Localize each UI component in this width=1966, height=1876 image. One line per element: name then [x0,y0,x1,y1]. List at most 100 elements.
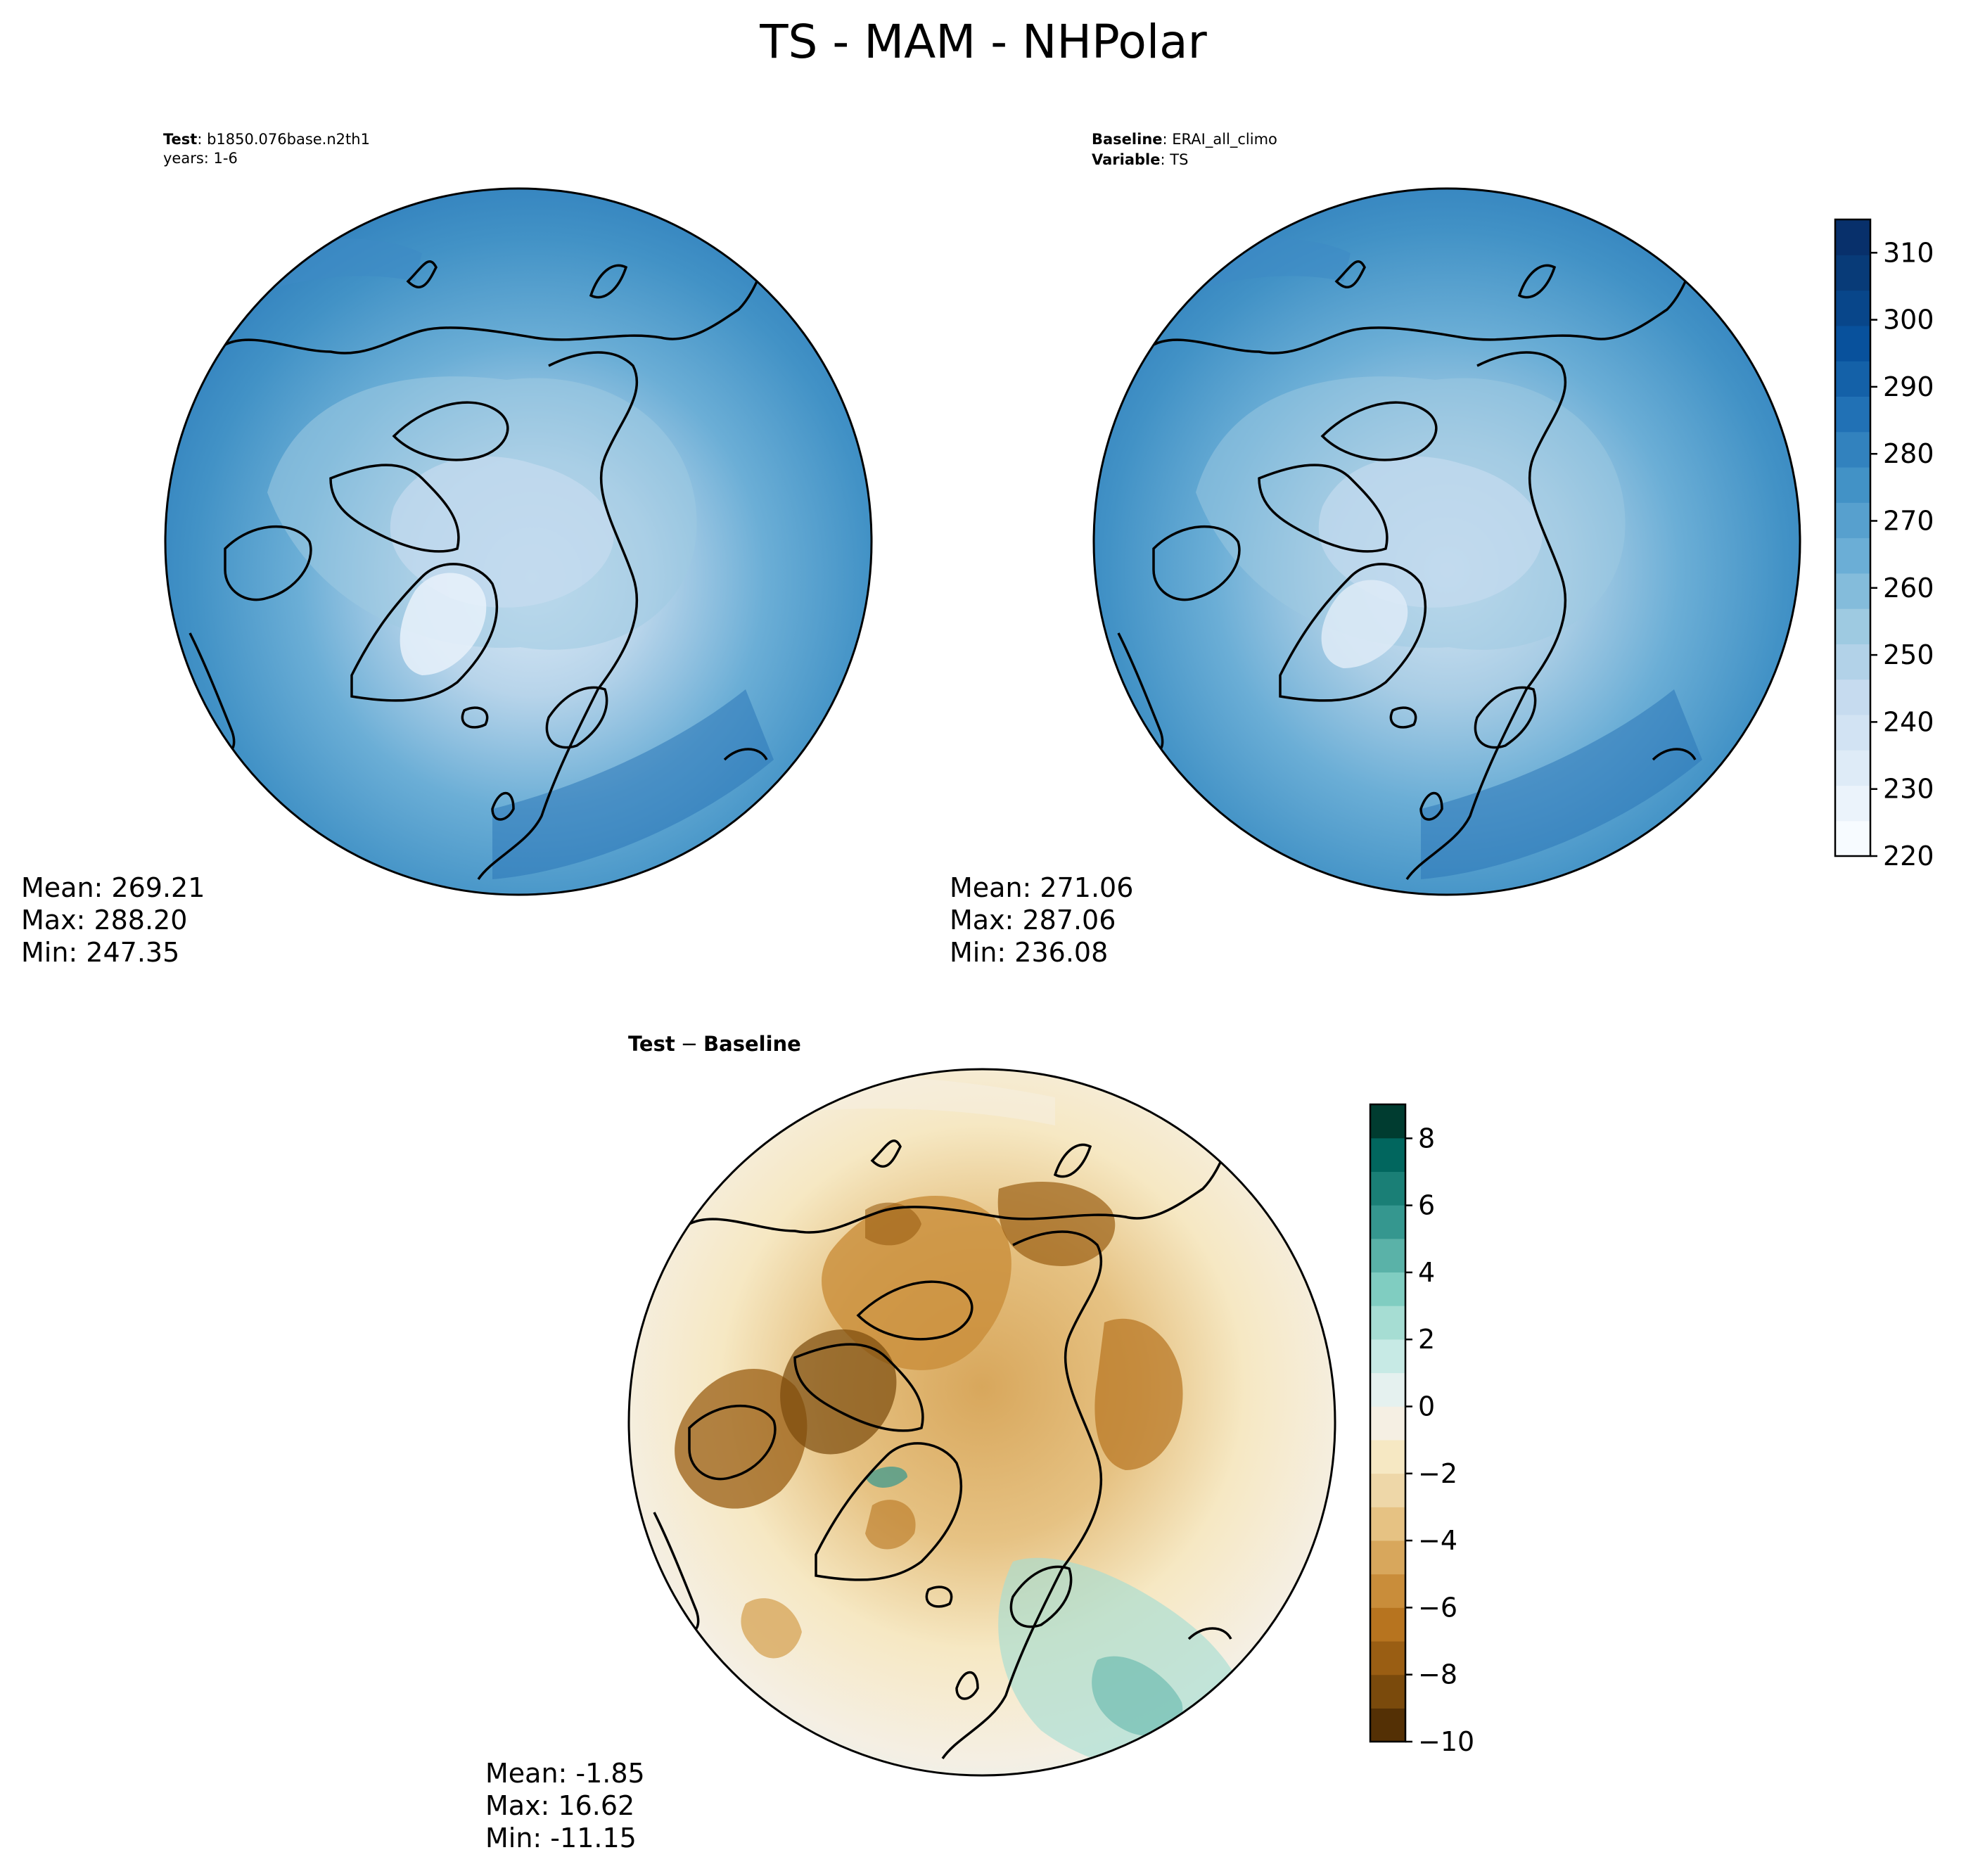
baseline-mean: Mean: 271.06 [950,872,1133,903]
difference-colorbar-frame [1369,1103,1407,1743]
difference-title-baseline: Baseline [703,1032,801,1056]
difference-colorbar-tick-label: −8 [1418,1659,1457,1690]
difference-colorbar: −10 −8 −6 −4 −2 0 2 4 6 8 [1369,1103,1474,1757]
temperature-colorbar-band [1835,644,1870,680]
difference-colorbar-band [1370,1540,1405,1575]
test-case-name: b1850.076base.n2th1 [207,131,370,148]
baseline-panel: Baseline: ERAI_all_climo Variable: TS [950,131,1801,968]
baseline-stats: Mean: 271.06 Max: 287.06 Min: 236.08 [950,872,1133,968]
temperature-colorbar-band [1835,219,1870,255]
difference-map [629,1069,1335,1775]
difference-colorbar-tick-label: 2 [1418,1324,1435,1355]
difference-colorbar-band [1370,1205,1405,1239]
temperature-colorbar-band [1835,750,1870,786]
temperature-colorbar-tick-label: 280 [1883,438,1934,469]
difference-colorbar-band [1370,1640,1405,1676]
temperature-colorbar-band [1835,255,1870,291]
baseline-header-sep: : [1163,131,1173,148]
test-years: years: 1-6 [163,150,238,167]
difference-colorbar-band [1370,1473,1405,1507]
test-mean: Mean: 269.21 [21,872,205,903]
difference-colorbar-band [1370,1607,1405,1642]
variable-label: Variable [1092,151,1160,168]
test-min: Min: 247.35 [21,937,179,968]
difference-colorbar-ticks: −10 −8 −6 −4 −2 0 2 4 6 8 [1405,1123,1474,1757]
temperature-colorbar-tick-label: 230 [1883,774,1934,805]
temperature-colorbar-tick-label: 270 [1883,506,1934,537]
temperature-colorbar-tick-label: 240 [1883,706,1934,737]
temperature-colorbar-band [1835,466,1870,503]
baseline-header-label: Baseline [1092,131,1163,148]
difference-colorbar-tick-label: −6 [1418,1592,1457,1623]
test-map-boundary [164,187,873,896]
temperature-colorbar-bands [1835,219,1870,857]
difference-colorbar-band [1370,1372,1405,1407]
difference-colorbar-band [1370,1406,1405,1441]
difference-colorbar-band [1370,1272,1405,1306]
difference-map-boundary [627,1068,1336,1777]
test-max: Max: 288.20 [21,905,187,936]
temperature-colorbar-band [1835,396,1870,433]
baseline-map-boundary [1092,187,1801,896]
baseline-case-name: ERAI_all_climo [1172,131,1277,148]
difference-colorbar-band [1370,1439,1405,1474]
temperature-colorbar-tick-label: 300 [1883,305,1934,336]
test-map [165,189,872,895]
difference-colorbar-tick-label: 4 [1418,1257,1435,1288]
temperature-colorbar-band [1835,537,1870,574]
temperature-colorbar-band [1835,325,1870,362]
baseline-min: Min: 236.08 [950,937,1108,968]
temperature-colorbar-band [1835,608,1870,644]
baseline-map [1094,189,1800,895]
temperature-colorbar-tick-label: 290 [1883,371,1934,402]
difference-colorbar-band [1370,1708,1405,1742]
difference-min: Min: -11.15 [485,1823,637,1853]
temperature-colorbar-frame [1834,218,1872,857]
difference-colorbar-tick-label: −4 [1418,1525,1457,1556]
difference-colorbar-tick-label: 0 [1418,1391,1435,1422]
difference-panel: Test − Baseline [485,1032,1336,1853]
difference-coastlines [653,1139,1232,1759]
temperature-colorbar-tick-label: 220 [1883,841,1934,872]
difference-colorbar-band [1370,1339,1405,1374]
variable-sep: : [1160,151,1170,168]
baseline-max: Max: 287.06 [950,905,1116,936]
difference-title-minus: − [681,1032,698,1056]
temperature-colorbar: 220 230 240 250 260 270 280 290 300 310 [1834,218,1934,872]
temperature-colorbar-ticks: 220 230 240 250 260 270 280 290 300 310 [1870,237,1934,872]
baseline-header-line2: Variable: TS [1092,151,1188,168]
test-header-label: Test [163,131,197,148]
difference-stats: Mean: -1.85 Max: 16.62 Min: -11.15 [485,1758,645,1853]
difference-colorbar-tick-label: −10 [1418,1726,1474,1757]
baseline-coastlines [1117,260,1697,880]
temperature-colorbar-band [1835,502,1870,539]
test-header-sep: : [197,131,207,148]
difference-colorbar-band [1370,1674,1405,1709]
difference-colorbar-tick-label: −2 [1418,1458,1457,1489]
figure-title: TS - MAM - NHPolar [759,15,1207,69]
temperature-colorbar-tick-label: 250 [1883,639,1934,670]
temperature-colorbar-band [1835,679,1870,715]
difference-colorbar-band [1370,1104,1405,1139]
temperature-colorbar-band [1835,573,1870,609]
difference-max: Max: 16.62 [485,1790,634,1821]
variable-name: TS [1169,151,1188,168]
test-stats: Mean: 269.21 Max: 288.20 Min: 247.35 [21,872,205,968]
temperature-colorbar-band [1835,290,1870,326]
difference-colorbar-bands [1370,1104,1405,1742]
difference-colorbar-band [1370,1306,1405,1340]
test-panel: Test: b1850.076base.n2th1 years: 1-6 [21,131,873,968]
difference-colorbar-tick-label: 6 [1418,1190,1435,1221]
temperature-colorbar-band [1835,361,1870,397]
difference-colorbar-band [1370,1171,1405,1206]
difference-colorbar-band [1370,1137,1405,1172]
temperature-colorbar-tick-label: 260 [1883,573,1934,604]
difference-colorbar-band [1370,1507,1405,1541]
difference-title: Test − Baseline [628,1032,801,1056]
difference-colorbar-tick-label: 8 [1418,1123,1435,1154]
temperature-colorbar-band [1835,431,1870,468]
temperature-colorbar-tick-label: 310 [1883,237,1934,268]
baseline-header-line1: Baseline: ERAI_all_climo [1092,131,1277,148]
difference-title-test: Test [628,1032,675,1056]
temperature-colorbar-band [1835,820,1870,857]
